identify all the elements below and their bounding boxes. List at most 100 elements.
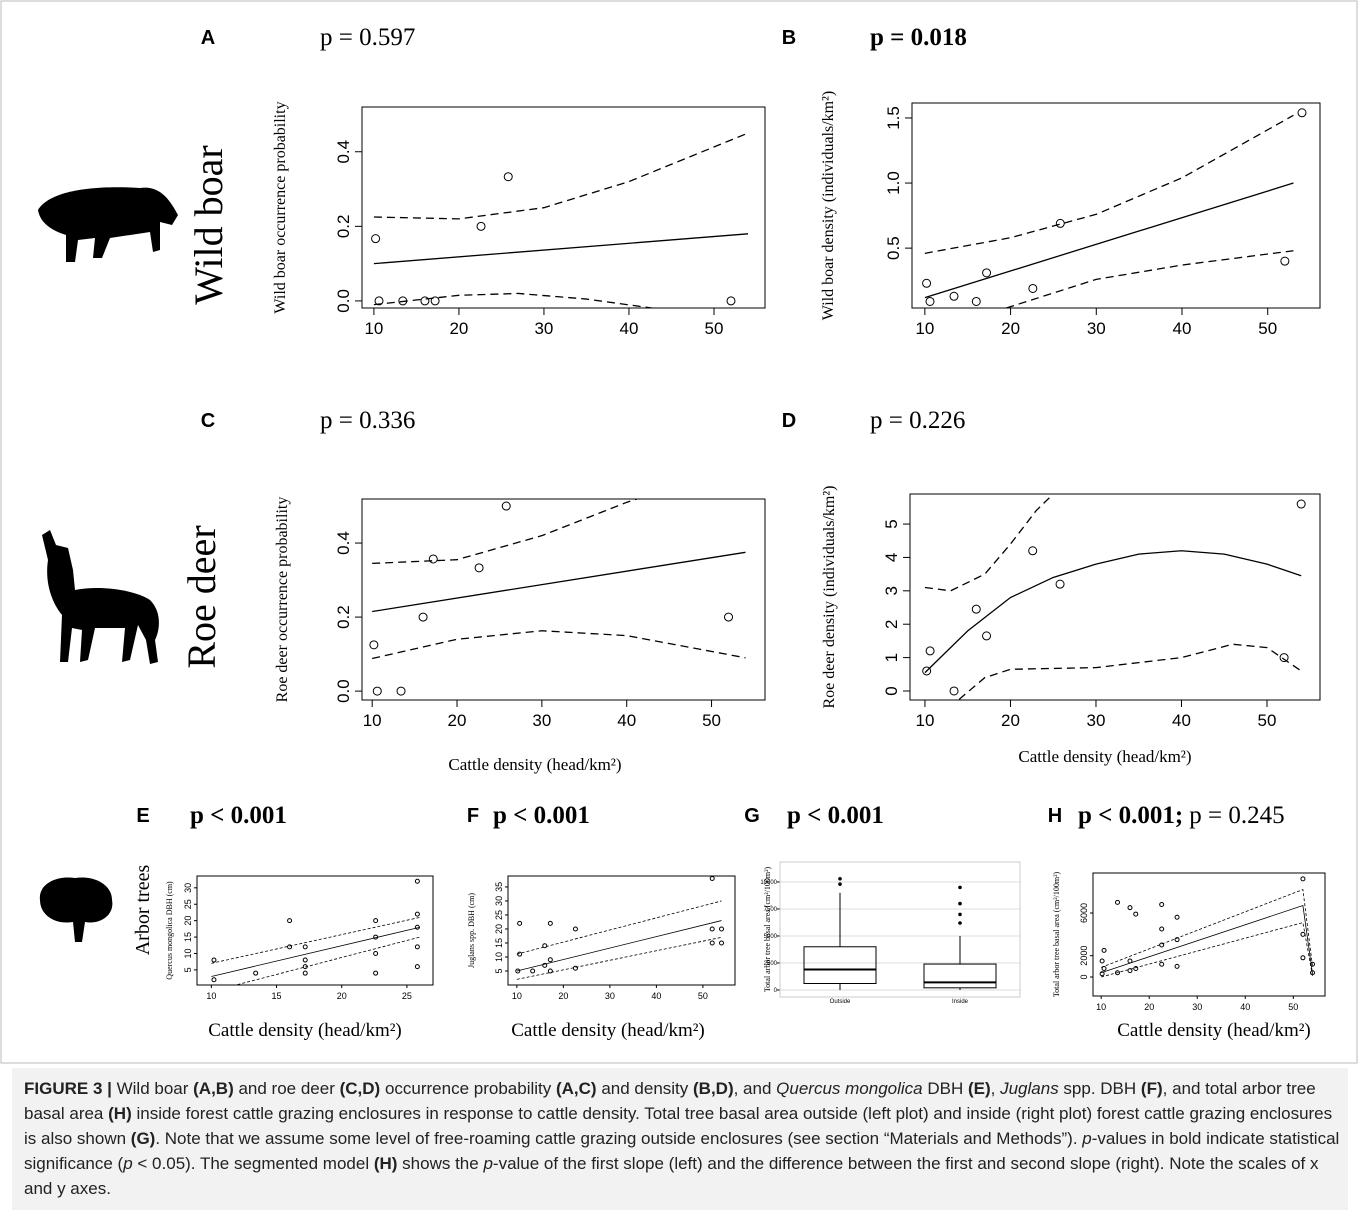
y-tick-label: 5 [183, 967, 193, 972]
x-tick-label: 50 [705, 319, 724, 338]
p-value: p < 0.001 [493, 802, 590, 829]
point [1133, 911, 1139, 917]
point [726, 296, 736, 306]
point [1280, 256, 1290, 266]
point [398, 296, 408, 306]
x-tick-label: 40 [617, 711, 636, 730]
y-tick-label: 2000 [1079, 946, 1089, 966]
x-tick-label: 50 [1258, 711, 1277, 730]
caption-run: p [123, 1154, 133, 1173]
y-tick-label: 5 [882, 519, 901, 528]
p-value: p < 0.001; p = 0.245 [1078, 802, 1285, 829]
y-axis-label: Juglans spp. DBH (cm) [467, 893, 476, 968]
x-tick-label: Outside [830, 999, 851, 1005]
y-tick-label: 0.4 [334, 531, 353, 555]
ci-upper [372, 499, 639, 565]
outlier [838, 876, 842, 881]
point [369, 640, 379, 650]
y-tick-label: 1 [882, 653, 901, 662]
y-tick-label: 0 [1079, 975, 1089, 980]
fit-line [211, 926, 421, 977]
plot-frame [1092, 872, 1326, 997]
caption-run: (H) [108, 1104, 132, 1123]
panel-letter: H [1048, 805, 1062, 827]
point [922, 278, 932, 288]
x-tick-label: 20 [558, 991, 568, 1001]
point [372, 686, 382, 696]
y-tick-label: 35 [494, 882, 504, 892]
ci-lower [516, 936, 722, 980]
p-value-part: p = 0.245 [1189, 802, 1284, 829]
point [211, 957, 217, 963]
point [1159, 942, 1165, 948]
caption-run: spp. DBH [1058, 1079, 1141, 1098]
y-tick-label: 2500 [764, 961, 778, 967]
point [501, 501, 511, 511]
y-tick-label: 0.2 [334, 605, 353, 629]
ci-lower [372, 630, 746, 660]
p-value: p < 0.001 [787, 802, 884, 829]
point [515, 968, 521, 974]
y-tick-label: 30 [183, 883, 193, 893]
outlier [958, 885, 962, 890]
x-axis-label: Cattle density (head/km²) [511, 1020, 705, 1041]
point [572, 926, 578, 932]
point [1279, 653, 1289, 663]
point [420, 296, 430, 306]
point [1300, 931, 1306, 937]
fit-line [373, 233, 749, 265]
y-tick-label: 1.0 [884, 171, 903, 195]
x-tick-label: 50 [702, 711, 721, 730]
y-tick-label: 10 [183, 948, 193, 958]
p-value: p = 0.018 [870, 24, 967, 51]
x-tick-label: 10 [915, 319, 934, 338]
tree-silhouette [39, 877, 113, 942]
point [922, 666, 932, 676]
y-tick-label: 0.4 [334, 140, 353, 164]
caption-run: p [1082, 1129, 1092, 1148]
fit-line [924, 550, 1302, 674]
ci-upper [924, 494, 1054, 592]
point [1174, 914, 1180, 920]
point [396, 686, 406, 696]
point [302, 964, 308, 970]
panel-letter: E [136, 805, 149, 827]
caption-run: (A,B) [193, 1079, 234, 1098]
x-tick-label: 25 [402, 991, 412, 1001]
point [1127, 905, 1133, 911]
y-tick-label: 20 [494, 924, 504, 934]
plot-frame [779, 861, 1021, 998]
x-axis-label: Cattle density (head/km²) [1117, 1020, 1311, 1041]
x-tick-label: 20 [1001, 711, 1020, 730]
point [530, 968, 536, 974]
point [1310, 970, 1316, 976]
panel-letter: C [201, 410, 215, 432]
x-tick-label: 40 [1172, 711, 1191, 730]
x-tick-label: Inside [952, 999, 969, 1005]
fit-line [924, 182, 1294, 299]
point [1159, 901, 1165, 907]
caption-run: (H) [373, 1154, 398, 1173]
point [1099, 971, 1105, 977]
point [414, 944, 420, 950]
y-tick-label: 0 [882, 686, 901, 695]
x-tick-label: 20 [448, 711, 467, 730]
point [1099, 958, 1105, 964]
point [476, 221, 486, 231]
x-axis-label: Cattle density (head/km²) [448, 755, 621, 774]
point [709, 876, 715, 882]
point [211, 977, 217, 983]
plot-frame [361, 498, 766, 701]
x-tick-label: 10 [364, 319, 383, 338]
p-value: p = 0.597 [320, 24, 415, 51]
point [418, 612, 428, 622]
ci-upper [924, 114, 1294, 254]
point [1174, 963, 1180, 969]
x-tick-label: 10 [916, 711, 935, 730]
x-tick-label: 15 [272, 991, 282, 1001]
caption-run: , and [733, 1079, 777, 1098]
ci-lower [1006, 250, 1294, 308]
y-tick-label: 3 [882, 586, 901, 595]
x-tick-label: 30 [605, 991, 615, 1001]
